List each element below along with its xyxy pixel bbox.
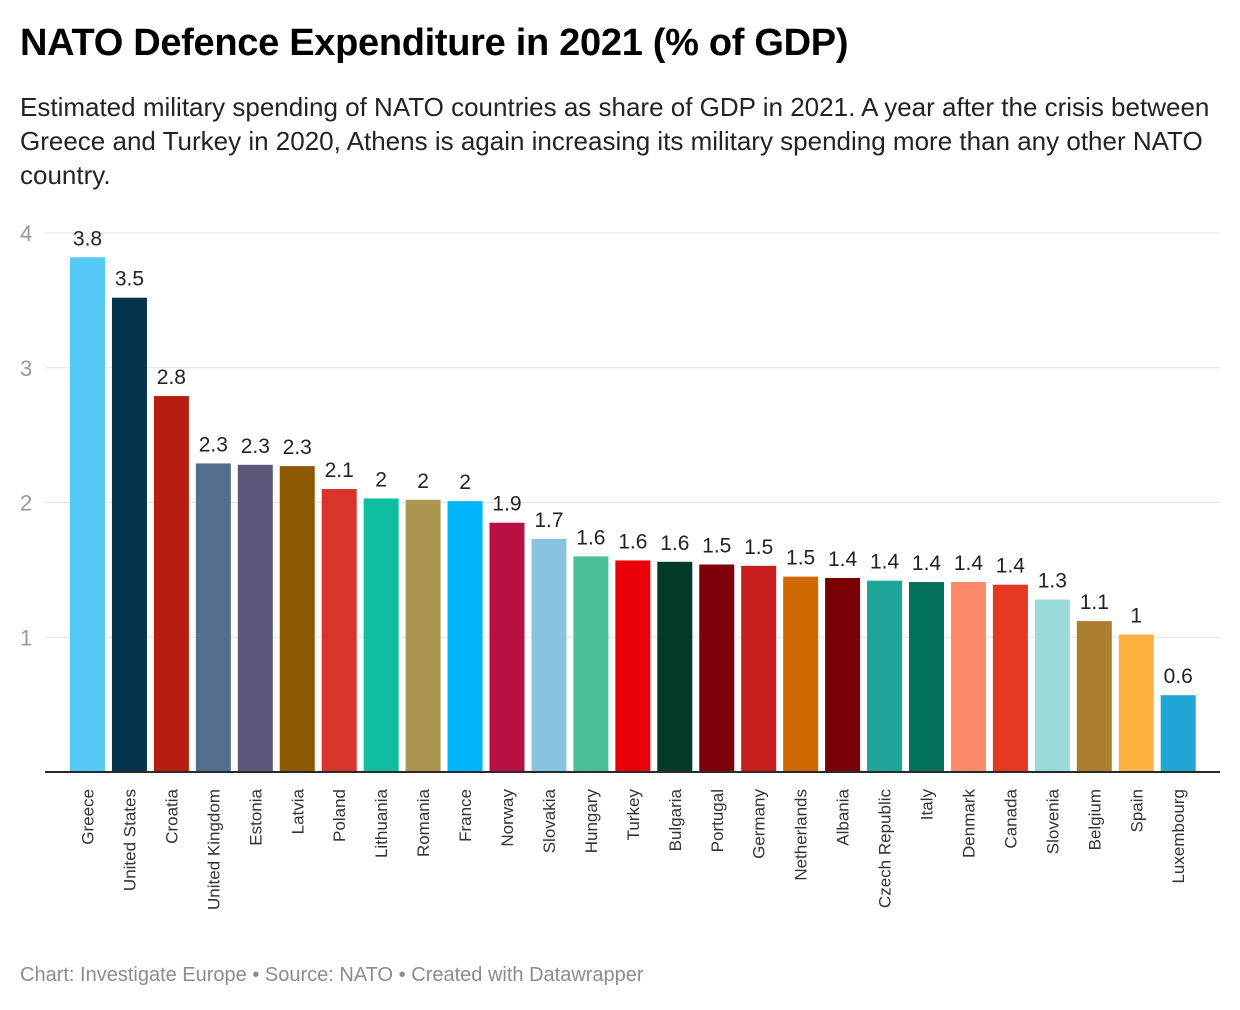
bar[interactable] (699, 564, 735, 772)
chart-credit: Chart: Investigate Europe (20, 964, 247, 986)
data-label: 3.8 (73, 227, 102, 250)
datawrapper-link[interactable]: Created with Datawrapper (411, 964, 644, 986)
bar[interactable] (1034, 599, 1070, 772)
bar[interactable] (909, 582, 944, 772)
x-tick-label: Italy (918, 789, 937, 821)
bar-chart: 1 2 3 4 3.8 Greece 3.5 United States 2.8 Croatia 2… (20, 221, 1220, 910)
y-tick-label: 1 (20, 625, 32, 650)
x-tick-label: Luxembourg (1169, 789, 1188, 884)
x-tick-label: Norway (498, 789, 517, 847)
x-tick-label: Bulgaria (666, 788, 685, 851)
bar[interactable] (615, 560, 651, 772)
data-label: 3.5 (115, 268, 144, 291)
x-tick-label: United Kingdom (204, 789, 223, 910)
chart-subtitle: Estimated military spending of NATO coun… (20, 92, 1210, 190)
chart-title: NATO Defence Expenditure in 2021 (% of G… (20, 22, 849, 64)
data-label: 2 (417, 470, 429, 493)
footer-separator: • (393, 964, 412, 986)
bar[interactable] (279, 466, 315, 772)
x-tick-label: Germany (750, 789, 769, 859)
chart-footer: Chart: Investigate Europe • Source: NATO… (20, 964, 644, 987)
bar[interactable] (1160, 695, 1196, 772)
bar[interactable] (70, 257, 105, 772)
data-label: 1 (1130, 605, 1142, 628)
x-tick-label: Albania (834, 788, 853, 845)
data-label: 0.6 (1164, 665, 1193, 688)
bar[interactable] (867, 580, 903, 772)
bar[interactable] (825, 577, 861, 772)
bar[interactable] (741, 565, 777, 772)
x-tick-label: Denmark (959, 789, 978, 858)
x-tick-label: Canada (1001, 788, 1020, 848)
data-label: 1.5 (786, 547, 815, 570)
data-label: 1.4 (912, 552, 942, 575)
bar[interactable] (405, 499, 441, 772)
data-label: 1.6 (660, 532, 689, 555)
data-label: 1.4 (954, 552, 984, 575)
bar[interactable] (489, 522, 525, 772)
bar[interactable] (531, 538, 567, 772)
x-tick-label: Slovenia (1043, 788, 1062, 854)
x-tick-label: Croatia (162, 788, 181, 843)
data-label: 1.7 (534, 509, 563, 532)
data-label: 1.4 (996, 555, 1026, 578)
x-tick-label: Hungary (582, 789, 601, 854)
data-label: 2 (375, 468, 387, 491)
data-label: 1.4 (870, 551, 900, 574)
data-label: 1.1 (1080, 591, 1109, 614)
data-label: 2.3 (199, 433, 228, 456)
bar[interactable] (1118, 634, 1154, 772)
data-label: 2.1 (325, 459, 354, 482)
y-tick-label: 4 (20, 221, 32, 246)
data-label: 2 (459, 471, 471, 494)
bar[interactable] (657, 561, 693, 772)
data-label: 1.5 (744, 536, 773, 559)
data-label: 1.6 (618, 530, 647, 553)
x-tick-label: Belgium (1085, 789, 1104, 850)
source-link[interactable]: Source: NATO (264, 964, 394, 986)
x-tick-label: Estonia (246, 788, 265, 845)
data-label: 2.3 (241, 435, 270, 458)
bar[interactable] (992, 584, 1028, 772)
bar[interactable] (195, 463, 231, 772)
data-label: 2.3 (283, 436, 312, 459)
bar[interactable] (153, 396, 189, 772)
data-label: 1.5 (702, 534, 731, 557)
x-tick-label: Slovakia (540, 788, 559, 853)
x-tick-label: Czech Republic (876, 789, 895, 909)
y-tick-label: 2 (20, 491, 32, 516)
x-tick-label: Spain (1127, 789, 1146, 832)
bar[interactable] (783, 576, 819, 772)
bar[interactable] (573, 556, 609, 772)
x-tick-label: France (456, 789, 475, 842)
x-tick-label: United States (120, 789, 139, 891)
bar[interactable] (237, 464, 273, 772)
bar[interactable] (1076, 621, 1112, 772)
x-tick-label: Turkey (624, 789, 643, 841)
bar[interactable] (321, 489, 357, 772)
bar[interactable] (447, 501, 483, 772)
x-tick-label: Lithuania (372, 788, 391, 858)
x-tick-label: Romania (414, 788, 433, 857)
x-tick-label: Latvia (288, 788, 307, 834)
data-label: 1.6 (576, 526, 605, 549)
data-label: 1.9 (492, 493, 521, 516)
bar[interactable] (950, 582, 986, 772)
x-tick-label: Poland (330, 789, 349, 842)
y-tick-label: 3 (20, 356, 32, 381)
bar[interactable] (363, 498, 399, 772)
data-label: 1.3 (1038, 570, 1067, 593)
x-tick-label: Greece (79, 789, 98, 845)
bar[interactable] (111, 297, 147, 772)
data-label: 1.4 (828, 548, 858, 571)
footer-separator: • (246, 964, 265, 986)
data-label: 2.8 (157, 366, 186, 389)
x-tick-label: Portugal (708, 789, 727, 852)
x-tick-label: Netherlands (792, 789, 811, 881)
